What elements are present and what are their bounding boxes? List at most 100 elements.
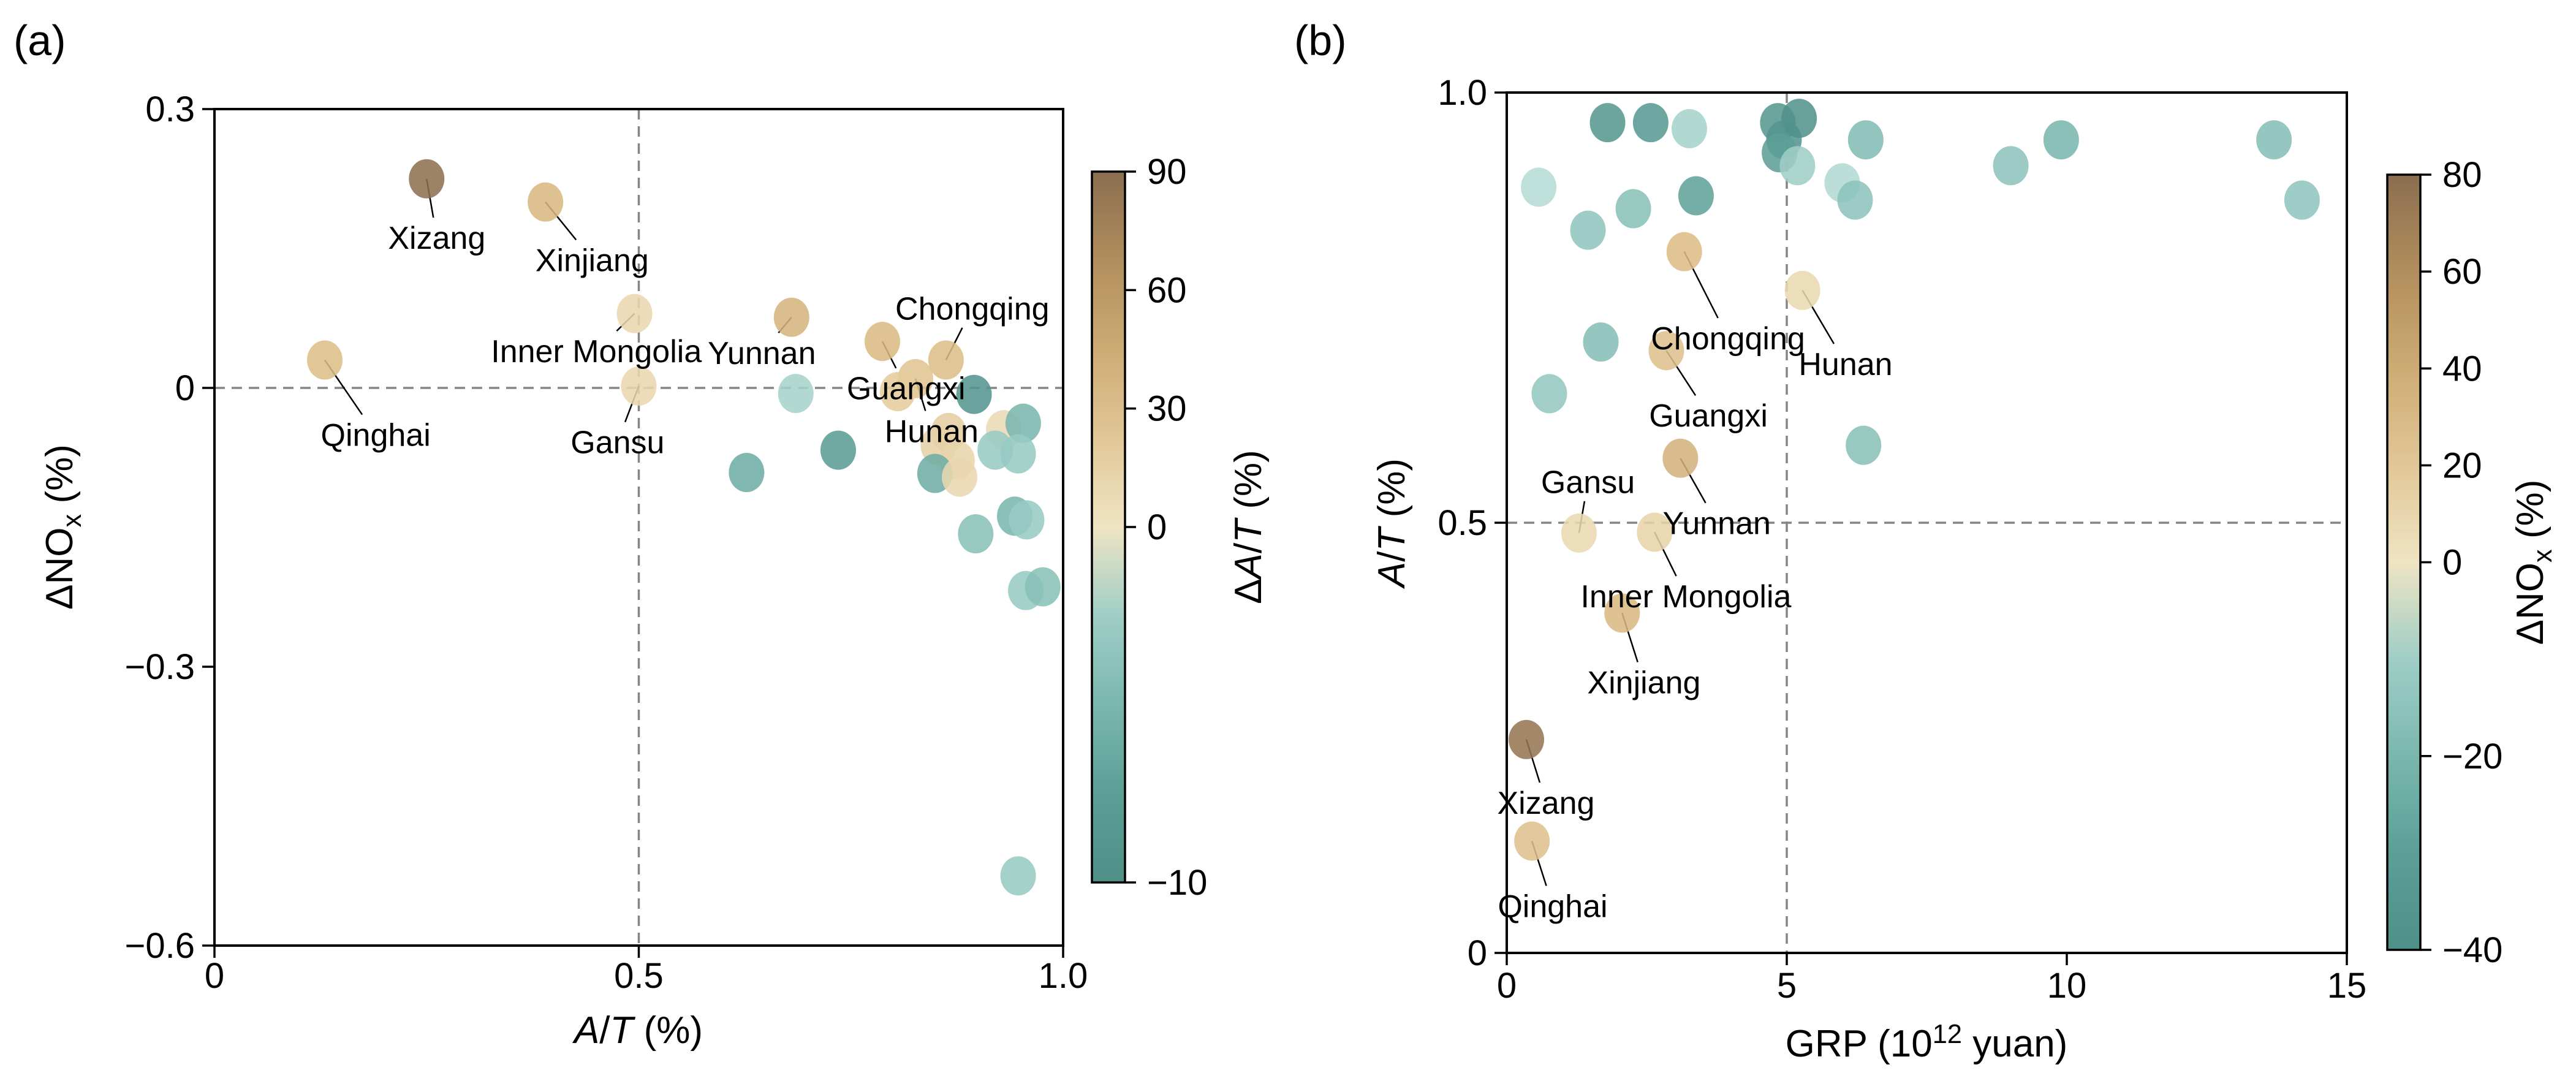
y-tick-label: 0.3 — [145, 89, 195, 129]
colorbar-tick-label: 30 — [1147, 389, 1187, 429]
colorbar-tick-label: 20 — [2442, 446, 2482, 485]
colorbar-lower — [2387, 562, 2420, 950]
scatter-point — [1632, 103, 1669, 143]
scatter-point — [1005, 403, 1041, 443]
scatter-point-xinjiang — [528, 182, 564, 222]
scatter-point — [778, 374, 814, 414]
y-tick-label: −0.6 — [125, 926, 195, 966]
scatter-point — [1671, 108, 1707, 148]
colorbar-tick-label: 90 — [1147, 152, 1187, 192]
scatter-point — [2284, 180, 2320, 220]
annotation-label-qinghai: Qinghai — [321, 418, 431, 453]
scatter-point — [2043, 120, 2079, 160]
scatter-point — [942, 457, 978, 497]
scatter-point — [1570, 210, 1606, 250]
y-axis-label: ΔNOx (%) — [39, 444, 87, 610]
annotation-label-hunan: Hunan — [1798, 347, 1892, 382]
scatter-point-qinghai — [307, 340, 343, 380]
scatter-point — [977, 430, 1013, 470]
scatter-point-gansu — [621, 366, 657, 406]
scatter-point — [1589, 103, 1626, 143]
scatter-point — [1781, 99, 1817, 138]
scatter-point-chongqing — [928, 340, 964, 380]
x-tick-label: 1.0 — [1039, 956, 1088, 996]
annotation-label-inner-mongolia: Inner Mongolia — [1580, 579, 1791, 615]
scatter-point — [1837, 180, 1873, 220]
annotation-label-chongqing: Chongqing — [1651, 321, 1805, 357]
y-tick-label: 0 — [1468, 933, 1487, 973]
colorbar-tick-label: 40 — [2442, 349, 2482, 389]
scatter-point-yunnan — [773, 297, 809, 337]
colorbar-tick-label: 0 — [1147, 507, 1167, 547]
panel-a-letter: (a) — [13, 17, 66, 64]
scatter-point — [1521, 167, 1557, 207]
scatter-point-xizang — [409, 159, 445, 199]
scatter-point — [1847, 120, 1884, 160]
annotation-label-xinjiang: Xinjiang — [1587, 665, 1700, 700]
x-tick-label: 0 — [1497, 966, 1517, 1006]
scatter-point-hunan — [1784, 270, 1820, 310]
scatter-point — [1025, 567, 1061, 607]
x-axis-label: GRP (1012 yuan) — [1786, 1020, 2068, 1065]
annotation-label-xinjiang: Xinjiang — [536, 243, 649, 278]
x-tick-label: 10 — [2047, 966, 2087, 1006]
colorbar-label: ΔA/T (%) — [1227, 450, 1270, 604]
scatter-point-guangxi — [1648, 331, 1684, 371]
annotation-label-xizang: Xizang — [388, 221, 485, 256]
colorbar-tick-label: 80 — [2442, 155, 2482, 195]
colorbar-tick-label: 60 — [2442, 252, 2482, 292]
colorbar-upper — [1092, 172, 1125, 527]
scatter-point — [879, 372, 915, 412]
scatter-point — [820, 430, 856, 470]
annotation-label-guangxi: Guangxi — [1649, 398, 1768, 434]
scatter-point — [1615, 189, 1651, 229]
scatter-point-guangxi — [864, 322, 900, 362]
scatter-point — [1779, 146, 1816, 186]
x-tick-label: 0 — [205, 956, 224, 996]
colorbar-label: ΔNOx (%) — [2509, 480, 2558, 645]
scatter-point — [2256, 120, 2292, 160]
y-tick-label: 1.0 — [1438, 73, 1487, 113]
x-axis-label: A/T (%) — [572, 1009, 703, 1052]
colorbar-tick-label: 0 — [2442, 543, 2462, 583]
x-tick-label: 5 — [1777, 966, 1797, 1006]
scatter-point — [1009, 500, 1045, 540]
y-tick-label: 0 — [175, 368, 195, 408]
scatter-point — [1678, 176, 1714, 216]
x-tick-label: 15 — [2327, 966, 2367, 1006]
annotation-label-chongqing: Chongqing — [895, 291, 1050, 327]
annotation-label-yunnan: Yunnan — [708, 336, 816, 371]
annotation-label-hunan: Hunan — [885, 414, 979, 449]
scatter-point — [956, 374, 992, 414]
annotation-label-guangxi: Guangxi — [847, 371, 966, 407]
scatter-point-gansu — [1561, 513, 1597, 553]
annotation-label-xizang: Xizang — [1497, 786, 1594, 821]
annotation-label-gansu: Gansu — [1541, 465, 1635, 500]
scatter-point — [1000, 856, 1036, 896]
scatter-point-inner-mongolia — [1637, 512, 1673, 552]
colorbar-tick-label: −20 — [2442, 737, 2502, 776]
annotation-label-gansu: Gansu — [570, 425, 664, 461]
scatter-point — [958, 514, 994, 554]
y-tick-label: −0.3 — [125, 647, 195, 687]
y-axis-label: A/T (%) — [1371, 458, 1413, 590]
annotation-label-yunnan: Yunnan — [1663, 506, 1771, 542]
scatter-point-chongqing — [1666, 232, 1702, 271]
colorbar-tick-label: 60 — [1147, 270, 1187, 310]
scatter-point-xizang — [1508, 719, 1544, 759]
annotation-label-inner-mongolia: Inner Mongolia — [491, 334, 702, 370]
colorbar-tick-label: −40 — [2442, 930, 2502, 970]
scatter-point-xinjiang — [1604, 593, 1640, 633]
scatter-point — [729, 453, 765, 493]
scatter-point — [1846, 425, 1882, 465]
scatter-point-inner-mongolia — [616, 294, 653, 333]
scatter-point — [1531, 374, 1567, 414]
panel-b-letter: (b) — [1294, 17, 1347, 64]
colorbar-lower — [1092, 527, 1125, 882]
scatter-point-qinghai — [1514, 821, 1550, 861]
scatter-point-yunnan — [1662, 438, 1699, 478]
colorbar-tick-label: −10 — [1147, 863, 1207, 903]
y-tick-label: 0.5 — [1438, 503, 1487, 543]
